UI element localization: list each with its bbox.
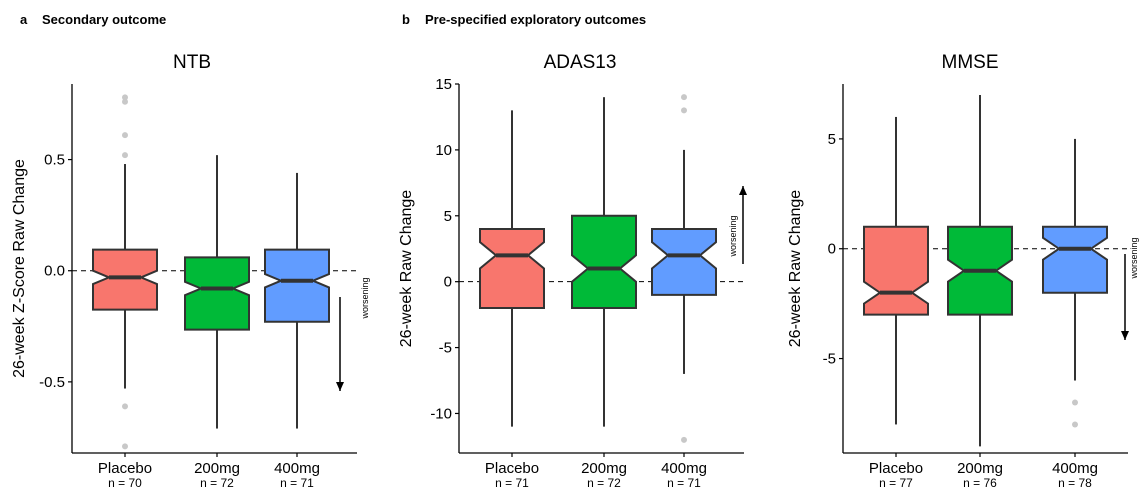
n-label: n = 70 <box>108 476 142 490</box>
x-tick-label: 200mg <box>581 460 627 477</box>
outlier-point <box>122 443 128 450</box>
worsening-arrowhead <box>336 382 344 391</box>
y-tick-label: -5 <box>439 340 452 357</box>
chart-ntb: NTB 26-week Z-Score Raw Change -0.5 0.0 0.5 P… <box>11 52 370 490</box>
box-placebo <box>863 225 929 316</box>
outlier-point <box>122 98 128 105</box>
x-tick-label: 400mg <box>661 460 707 477</box>
x-tick-label: 400mg <box>274 460 320 477</box>
y-tick-label: 10 <box>435 142 452 159</box>
n-label: n = 71 <box>667 476 701 490</box>
box-400mg <box>264 248 330 323</box>
y-tick-label: 0.5 <box>44 152 65 169</box>
outlier-point <box>681 107 687 114</box>
x-tick-label: Placebo <box>869 460 923 477</box>
x-tick-label: Placebo <box>485 460 539 477</box>
y-tick-label: 0.0 <box>44 263 65 280</box>
panel-a-letter: a <box>20 12 28 27</box>
box-400mg <box>651 228 717 296</box>
y-tick-label: 5 <box>444 208 452 225</box>
outlier-point <box>122 403 128 410</box>
outlier-point <box>122 152 128 159</box>
n-label: n = 77 <box>879 476 913 490</box>
x-tick-label: 200mg <box>194 460 240 477</box>
n-label: n = 71 <box>495 476 529 490</box>
panel-b-title: Pre-specified exploratory outcomes <box>425 12 646 27</box>
box-200mg <box>184 256 250 331</box>
n-label: n = 72 <box>200 476 234 490</box>
outlier-point <box>122 94 128 101</box>
y-axis-label: 26-week Raw Change <box>787 190 804 348</box>
chart-adas13: ADAS13 26-week Raw Change -10 -5 0 5 10 15 Place… <box>398 52 747 490</box>
outlier-point <box>1072 399 1078 406</box>
n-label: n = 72 <box>587 476 621 490</box>
x-tick-label: Placebo <box>98 460 152 477</box>
n-label: n = 76 <box>963 476 997 490</box>
worsening-arrowhead <box>739 186 747 195</box>
n-label: n = 78 <box>1058 476 1092 490</box>
panel-b-letter: b <box>402 12 410 27</box>
box-placebo <box>479 228 545 309</box>
y-tick-label: 5 <box>828 131 836 148</box>
chart-title: MMSE <box>942 52 999 73</box>
worsening-label: worsening <box>728 215 738 257</box>
box-200mg <box>571 214 637 309</box>
y-tick-label: 0 <box>444 274 452 291</box>
y-tick-label: -10 <box>430 405 452 422</box>
box-placebo <box>92 248 158 311</box>
y-axis-label: 26-week Z-Score Raw Change <box>11 159 28 378</box>
worsening-arrowhead <box>1121 331 1129 340</box>
chart-title: ADAS13 <box>544 52 617 73</box>
outlier-point <box>1072 421 1078 428</box>
worsening-label: worsening <box>360 277 370 319</box>
y-tick-label: -0.5 <box>39 374 65 391</box>
x-tick-label: 400mg <box>1052 460 1098 477</box>
outlier-point <box>122 132 128 139</box>
y-tick-label: 0 <box>828 241 836 258</box>
box-400mg <box>1042 225 1108 294</box>
outlier-point <box>681 436 687 443</box>
y-tick-label: 15 <box>435 76 452 93</box>
n-label: n = 71 <box>280 476 314 490</box>
y-axis-label: 26-week Raw Change <box>398 190 415 348</box>
outlier-point <box>681 94 687 101</box>
x-tick-label: 200mg <box>957 460 1003 477</box>
y-tick-label: -5 <box>823 351 836 368</box>
chart-title: NTB <box>173 52 211 73</box>
worsening-label: worsening <box>1129 237 1139 279</box>
panel-a-title: Secondary outcome <box>42 12 166 27</box>
